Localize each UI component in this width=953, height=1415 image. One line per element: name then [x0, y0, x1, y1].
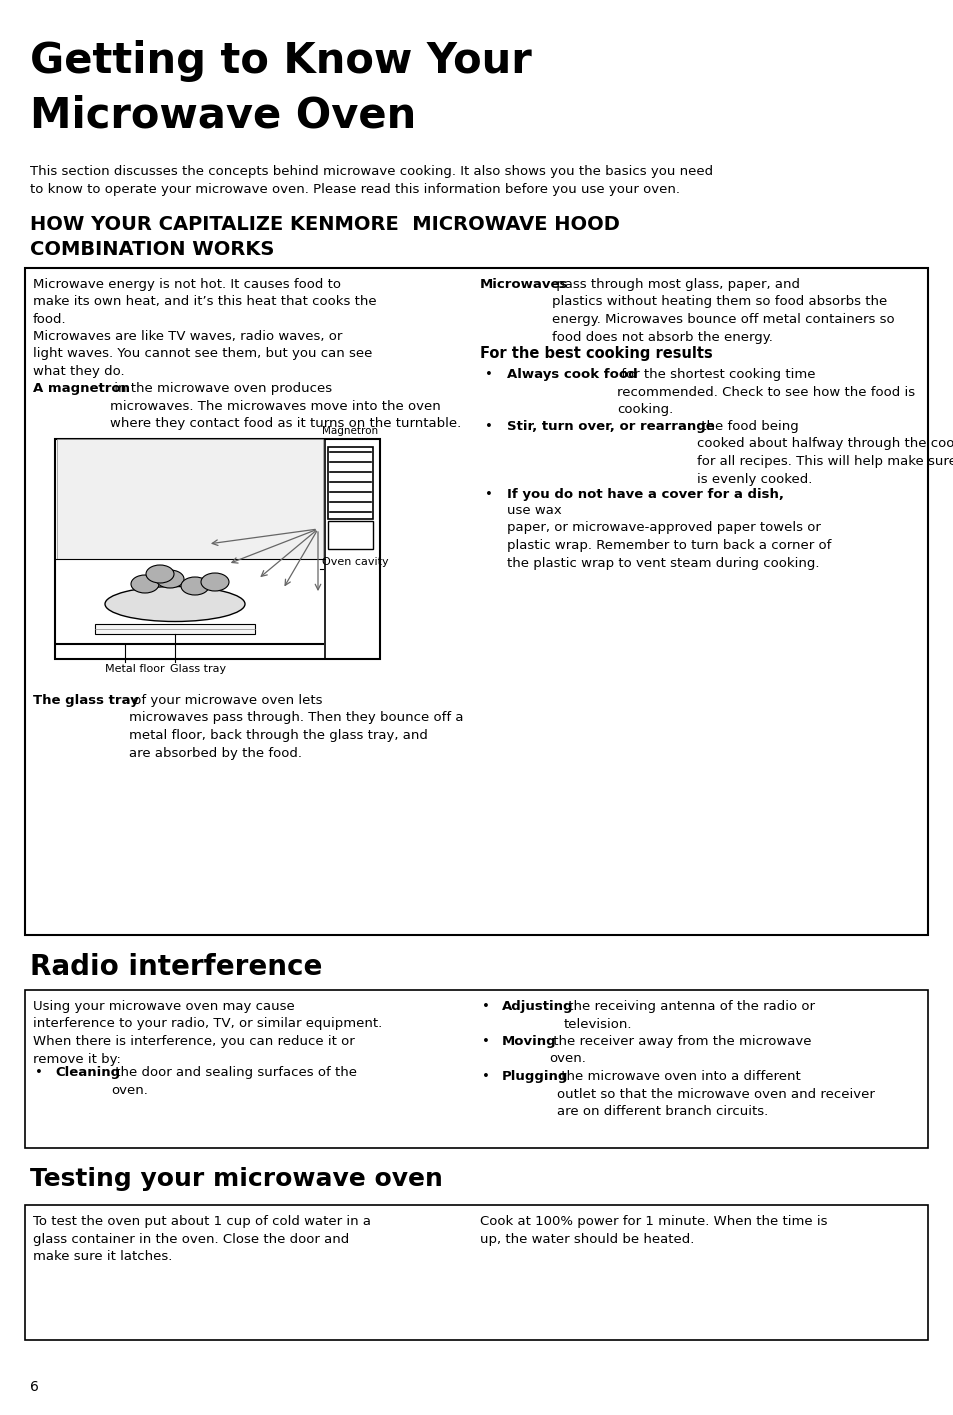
Text: •: • [481, 1000, 489, 1013]
Text: the door and sealing surfaces of the
oven.: the door and sealing surfaces of the ove… [111, 1065, 356, 1097]
Text: Microwaves: Microwaves [479, 277, 568, 291]
Text: Adjusting: Adjusting [501, 1000, 573, 1013]
Ellipse shape [105, 586, 245, 621]
Text: use wax
paper, or microwave-approved paper towels or
plastic wrap. Remember to t: use wax paper, or microwave-approved pap… [506, 504, 830, 569]
Text: Plugging: Plugging [501, 1070, 568, 1082]
Text: Moving: Moving [501, 1034, 556, 1049]
Text: the food being
cooked about halfway through the cooking time
for all recipes. Th: the food being cooked about halfway thro… [697, 420, 953, 485]
Text: pass through most glass, paper, and
plastics without heating them so food absorb: pass through most glass, paper, and plas… [552, 277, 894, 344]
Text: To test the oven put about 1 cup of cold water in a
glass container in the oven.: To test the oven put about 1 cup of cold… [33, 1215, 371, 1264]
Text: Oven cavity: Oven cavity [322, 558, 388, 567]
Text: A magnetron: A magnetron [33, 382, 130, 395]
Text: If you do not have a cover for a dish,: If you do not have a cover for a dish, [506, 488, 783, 501]
Text: •: • [481, 1034, 489, 1049]
Text: •: • [481, 1070, 489, 1082]
Text: for the shortest cooking time
recommended. Check to see how the food is
cooking.: for the shortest cooking time recommende… [617, 368, 914, 416]
Text: Microwave Oven: Microwave Oven [30, 95, 416, 137]
Text: Always cook food: Always cook food [506, 368, 637, 381]
Text: Radio interference: Radio interference [30, 952, 322, 981]
Text: 6: 6 [30, 1380, 39, 1394]
Bar [25, 267, 927, 935]
Text: Magnetron: Magnetron [322, 426, 378, 436]
Ellipse shape [146, 565, 173, 583]
Text: of your microwave oven lets
microwaves pass through. Then they bounce off a
meta: of your microwave oven lets microwaves p… [129, 693, 463, 760]
Ellipse shape [131, 574, 159, 593]
Bar [25, 1206, 927, 1340]
Text: Cleaning: Cleaning [55, 1065, 120, 1080]
Text: HOW YOUR CAPITALIZE KENMORE  MICROWAVE HOOD: HOW YOUR CAPITALIZE KENMORE MICROWAVE HO… [30, 215, 619, 233]
Text: The glass tray: The glass tray [33, 693, 138, 708]
Text: This section discusses the concepts behind microwave cooking. It also shows you : This section discusses the concepts behi… [30, 166, 713, 195]
Text: of your microwave oven lets
microwaves pass through. Then they bounce off a
meta: of your microwave oven lets microwaves p… [33, 709, 367, 774]
Text: For the best cooking results: For the best cooking results [479, 347, 712, 361]
Bar [25, 990, 927, 1148]
Text: Getting to Know Your: Getting to Know Your [30, 40, 531, 82]
Text: Cook at 100% power for 1 minute. When the time is
up, the water should be heated: Cook at 100% power for 1 minute. When th… [479, 1215, 826, 1245]
Text: •: • [35, 1065, 43, 1080]
Text: in the microwave oven produces
microwaves. The microwaves move into the oven
whe: in the microwave oven produces microwave… [110, 382, 460, 430]
Bar [328, 521, 373, 549]
Text: the microwave oven into a different
outlet so that the microwave oven and receiv: the microwave oven into a different outl… [557, 1070, 874, 1118]
Text: the receiving antenna of the radio or
television.: the receiving antenna of the radio or te… [563, 1000, 814, 1030]
Text: COMBINATION WORKS: COMBINATION WORKS [30, 241, 274, 259]
Text: Stir, turn over, or rearrange: Stir, turn over, or rearrange [506, 420, 714, 433]
Text: Microwaves are like TV waves, radio waves, or
light waves. You cannot see them, : Microwaves are like TV waves, radio wave… [33, 330, 372, 378]
Text: Using your microwave oven may cause
interference to your radio, TV, or similar e: Using your microwave oven may cause inte… [33, 1000, 382, 1065]
Ellipse shape [156, 570, 184, 589]
Ellipse shape [201, 573, 229, 591]
Ellipse shape [181, 577, 209, 594]
Bar [55, 439, 379, 659]
Bar [95, 624, 254, 634]
Text: •: • [484, 420, 493, 433]
Text: •: • [484, 368, 493, 381]
Bar [57, 439, 323, 559]
Text: the receiver away from the microwave
oven.: the receiver away from the microwave ove… [548, 1034, 811, 1065]
Text: Microwave energy is not hot. It causes food to
make its own heat, and it’s this : Microwave energy is not hot. It causes f… [33, 277, 376, 325]
Text: Metal floor: Metal floor [105, 664, 165, 674]
Text: Glass tray: Glass tray [170, 664, 226, 674]
Bar [328, 447, 373, 519]
Text: •: • [484, 488, 493, 501]
Text: Testing your microwave oven: Testing your microwave oven [30, 1167, 442, 1191]
